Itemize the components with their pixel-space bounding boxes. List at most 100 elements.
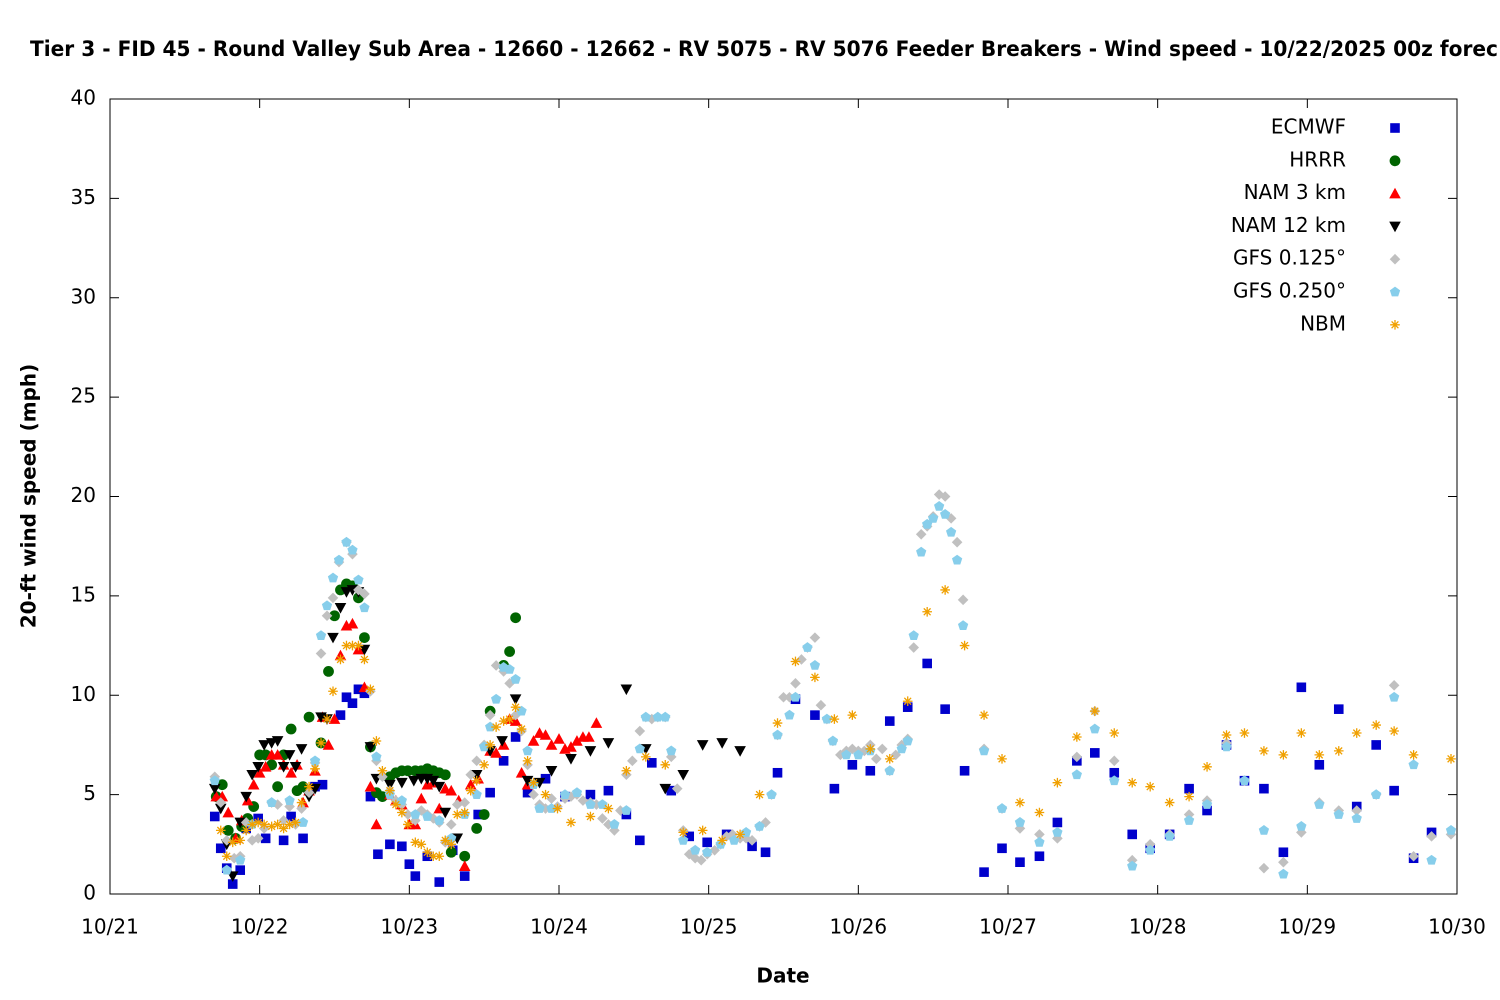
- data-point: [221, 835, 233, 846]
- data-point: [410, 837, 421, 848]
- x-tick-label: 10/30: [1428, 915, 1486, 939]
- data-point: [646, 758, 657, 768]
- data-point: [747, 841, 757, 852]
- data-point: [404, 859, 415, 869]
- data-point: [353, 640, 364, 651]
- x-tick-label: 10/25: [680, 915, 738, 939]
- data-point: [241, 825, 251, 836]
- data-point: [566, 817, 576, 828]
- data-point: [1164, 830, 1175, 841]
- data-point: [451, 799, 463, 810]
- data-point: [565, 754, 577, 765]
- data-point: [545, 765, 558, 777]
- data-point: [266, 821, 277, 832]
- data-point: [1239, 775, 1250, 786]
- data-point: [347, 640, 358, 651]
- data-point: [939, 491, 951, 502]
- data-point: [498, 756, 509, 766]
- data-point: [689, 852, 701, 864]
- data-point: [585, 799, 596, 809]
- data-point: [1109, 728, 1120, 738]
- data-point: [215, 825, 226, 836]
- data-point: [241, 794, 254, 806]
- data-point: [271, 749, 284, 760]
- data-point: [934, 501, 945, 511]
- data-point: [772, 767, 783, 778]
- data-point: [827, 735, 839, 746]
- data-point: [876, 743, 888, 755]
- data-point: [951, 554, 963, 565]
- legend-label: HRRR: [1289, 147, 1346, 171]
- data-point: [1052, 777, 1063, 788]
- data-point: [1314, 750, 1325, 760]
- data-point: [335, 654, 346, 665]
- data-point: [1034, 829, 1045, 840]
- data-point: [571, 787, 583, 798]
- data-point: [790, 678, 801, 689]
- data-point: [940, 508, 951, 519]
- data-point: [216, 779, 228, 791]
- data-point: [471, 789, 482, 799]
- legend-marker: [1389, 253, 1401, 265]
- data-point: [359, 588, 370, 600]
- data-point: [247, 819, 257, 830]
- data-point: [353, 574, 364, 585]
- data-point: [1164, 797, 1175, 808]
- data-point: [1184, 791, 1194, 802]
- data-point: [1314, 799, 1325, 809]
- data-point: [1389, 691, 1400, 702]
- data-point: [627, 755, 638, 767]
- data-point: [553, 733, 565, 744]
- data-point: [1259, 783, 1269, 794]
- data-point: [359, 632, 370, 644]
- data-point: [1445, 825, 1457, 835]
- x-tick-label: 10/22: [231, 915, 289, 939]
- data-point: [959, 765, 970, 776]
- data-point: [260, 833, 271, 844]
- data-point: [327, 572, 339, 583]
- data-point: [1258, 862, 1270, 874]
- data-point: [1109, 775, 1120, 786]
- data-point: [253, 817, 263, 828]
- data-point: [1108, 755, 1120, 767]
- data-point: [272, 819, 283, 830]
- data-point: [214, 803, 227, 815]
- data-point: [784, 709, 795, 720]
- data-point: [497, 739, 510, 750]
- data-point: [697, 825, 708, 836]
- data-point: [397, 841, 407, 852]
- data-point: [364, 780, 377, 792]
- legend-label: GFS 0.125°: [1233, 246, 1346, 270]
- data-point: [815, 699, 827, 711]
- data-point: [870, 753, 882, 765]
- data-point: [677, 769, 690, 781]
- data-point: [341, 536, 352, 547]
- data-point: [735, 829, 745, 840]
- data-point: [585, 811, 596, 822]
- data-point: [346, 617, 359, 629]
- data-point: [465, 785, 476, 796]
- data-point: [634, 725, 646, 737]
- data-point: [296, 797, 307, 808]
- data-point: [902, 735, 913, 746]
- data-point: [1278, 868, 1289, 879]
- data-point: [597, 799, 608, 809]
- data-point: [810, 710, 820, 720]
- data-point: [641, 752, 651, 762]
- data-point: [1333, 704, 1344, 714]
- data-point: [717, 835, 727, 846]
- data-point: [829, 714, 840, 724]
- y-tick-label: 35: [71, 185, 96, 209]
- data-point: [766, 789, 777, 799]
- data-point: [285, 723, 297, 735]
- data-point: [928, 512, 939, 523]
- data-point: [515, 766, 528, 778]
- data-point: [227, 879, 238, 889]
- data-point: [459, 871, 470, 881]
- data-point: [328, 686, 338, 697]
- data-point: [427, 775, 440, 787]
- data-point: [1408, 850, 1419, 862]
- chart-title: Tier 3 - FID 45 - Round Valley Sub Area …: [30, 37, 1498, 61]
- data-point: [359, 654, 370, 665]
